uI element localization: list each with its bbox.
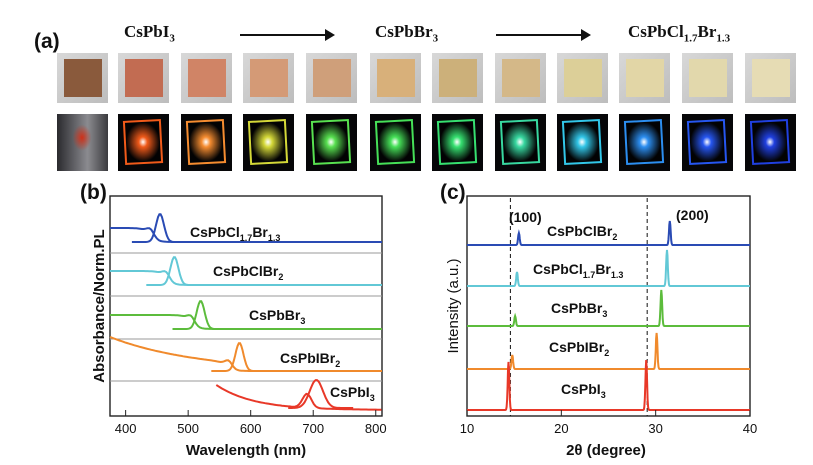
film-photo xyxy=(243,53,294,103)
x-tick-label: 500 xyxy=(177,421,199,436)
film-sample xyxy=(564,59,602,97)
film-photo xyxy=(181,53,232,103)
pl-curve xyxy=(131,213,197,243)
pl-curve xyxy=(211,342,277,372)
film-photo xyxy=(557,53,608,103)
emission-photo xyxy=(745,114,796,171)
emission-photo xyxy=(306,114,357,171)
panel-c-label-cspbi3: CsPbI3 xyxy=(561,381,606,400)
composition-label-cspbbr3: CsPbBr3 xyxy=(375,22,439,45)
panel-c-label-cspbbr3: CsPbBr3 xyxy=(551,300,607,319)
film-photo xyxy=(57,53,108,103)
absorbance-curve xyxy=(110,314,382,330)
absorbance-curve xyxy=(215,384,382,411)
x-tick-label: 40 xyxy=(743,421,757,436)
film-photo xyxy=(619,53,670,103)
x-tick-label: 600 xyxy=(240,421,262,436)
film-photo xyxy=(495,53,546,103)
panel-c-label-cspbclbr2: CsPbClBr2 xyxy=(547,223,617,242)
film-photo xyxy=(370,53,421,103)
xrd-pattern xyxy=(467,332,750,370)
x-tick-label: 400 xyxy=(115,421,137,436)
film-sample xyxy=(64,59,102,97)
film-sample xyxy=(250,59,288,97)
film-photo xyxy=(682,53,733,103)
panel-b-label-cspbcl17br13: CsPbCl1.7Br1.3 xyxy=(190,224,280,243)
panel-b-label-cspbibr2: CsPbIBr2 xyxy=(280,350,340,369)
xrd-pattern xyxy=(467,359,750,411)
panel-c-y-axis-label: Intensity (a.u.) xyxy=(445,258,462,353)
composition-label-cspbcl17br13: CsPbCl1.7Br1.3 xyxy=(628,22,731,45)
transition-arrow xyxy=(240,29,335,41)
x-tick-label: 10 xyxy=(460,421,474,436)
panel-c-label-cspbibr2: CsPbIBr2 xyxy=(549,339,609,358)
panel-b-label-cspbi3: CsPbI3 xyxy=(330,384,375,403)
film-photo xyxy=(745,53,796,103)
peak-label-100: (100) xyxy=(509,209,542,225)
film-sample xyxy=(752,59,790,97)
absorbance-curve xyxy=(109,336,382,372)
x-tick-label: 30 xyxy=(648,421,662,436)
emission-photo xyxy=(243,114,294,171)
film-sample xyxy=(377,59,415,97)
emission-photo xyxy=(557,114,608,171)
panel-label-c: (c) xyxy=(440,181,466,204)
panel-b-label-cspbbr3: CsPbBr3 xyxy=(249,307,305,326)
pl-curve xyxy=(172,300,238,330)
film-sample xyxy=(125,59,163,97)
panel-b-label-cspbclbr2: CsPbClBr2 xyxy=(213,263,283,282)
panel-label-b: (b) xyxy=(80,181,107,204)
panel-b-y-axis-label: Absorbance/Norm.PL xyxy=(91,229,108,382)
xrd-pattern xyxy=(467,220,750,246)
pl-curve xyxy=(146,256,212,286)
emission-photo xyxy=(682,114,733,171)
emission-photo xyxy=(495,114,546,171)
film-sample xyxy=(626,59,664,97)
emission-photo xyxy=(619,114,670,171)
panel-label-a: (a) xyxy=(34,30,60,53)
peak-label-200: (200) xyxy=(676,207,709,223)
emission-photo xyxy=(370,114,421,171)
emission-photo xyxy=(432,114,483,171)
emission-glow xyxy=(63,120,101,164)
emission-photo xyxy=(181,114,232,171)
film-sample xyxy=(188,59,226,97)
absorbance-curve xyxy=(110,227,382,243)
xrd-pattern xyxy=(467,249,750,287)
transition-arrow xyxy=(496,29,591,41)
composition-label-cspbi3: CsPbI3 xyxy=(124,22,175,45)
x-tick-label: 20 xyxy=(554,421,568,436)
panel-c-label-cspbcl17br13: CsPbCl1.7Br1.3 xyxy=(533,261,623,280)
film-sample xyxy=(439,59,477,97)
emission-photo xyxy=(57,114,108,171)
panel-c-x-axis-label: 2θ (degree) xyxy=(566,442,646,459)
film-photo xyxy=(432,53,483,103)
absorbance-curve xyxy=(110,270,382,286)
panel-c-frame xyxy=(466,195,751,417)
x-tick-label: 700 xyxy=(302,421,324,436)
x-tick-label: 800 xyxy=(365,421,387,436)
panel-b-x-axis-label: Wavelength (nm) xyxy=(186,442,306,459)
pl-curve xyxy=(288,379,354,409)
film-photo xyxy=(118,53,169,103)
emission-photo xyxy=(118,114,169,171)
film-photo xyxy=(306,53,357,103)
film-sample xyxy=(502,59,540,97)
xrd-pattern xyxy=(467,289,750,327)
film-sample xyxy=(689,59,727,97)
panel-b-frame xyxy=(109,195,383,417)
film-sample xyxy=(313,59,351,97)
